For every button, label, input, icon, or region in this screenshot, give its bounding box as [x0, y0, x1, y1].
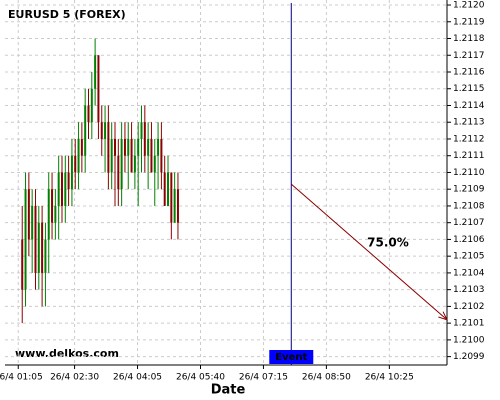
candle-body [107, 122, 110, 173]
y-tick-label: 1.2109 [453, 185, 485, 195]
candle-body [77, 138, 80, 173]
y-tick-label: 1.2113 [453, 118, 485, 128]
candle-body [34, 205, 37, 273]
candle-body [67, 172, 70, 190]
y-tick-label: 1.2104 [453, 268, 485, 278]
candle-body [74, 155, 77, 173]
candle-body [90, 88, 93, 123]
candle-body [133, 155, 136, 173]
candle-body [110, 138, 113, 173]
y-tick-label: 1.2107 [453, 218, 485, 228]
candle-body [176, 189, 179, 223]
y-tick-label: 1.2099 [453, 352, 485, 362]
y-tick-label: 1.2119 [453, 17, 485, 27]
x-tick-label: 26/4 04:05 [113, 373, 162, 383]
candle-body [44, 239, 47, 273]
y-tick-label: 1.2115 [453, 84, 485, 94]
event-label: Event [275, 352, 307, 363]
candle-body [47, 189, 50, 240]
candle-body [163, 172, 166, 206]
candle-body [97, 55, 100, 123]
y-tick-label: 1.2114 [453, 101, 485, 111]
candle-body [137, 138, 140, 156]
candle-body [64, 172, 67, 206]
forecast-label: 75.0% [367, 236, 409, 250]
candle-body [87, 105, 90, 123]
candle-body [117, 155, 120, 190]
candle-body [60, 172, 63, 206]
candle-body [57, 172, 60, 206]
candle-body [54, 205, 57, 223]
y-tick-label: 1.2117 [453, 51, 485, 61]
y-tick-label: 1.2120 [453, 1, 485, 11]
candle-body [120, 138, 123, 190]
candle-body [167, 172, 170, 206]
candle-body [173, 189, 176, 223]
x-tick-label: 26/4 07:15 [239, 373, 288, 383]
candle-body [94, 55, 97, 89]
y-tick-label: 1.2103 [453, 285, 485, 295]
candle-body [123, 138, 126, 156]
candle-body [84, 105, 87, 156]
candle-body [27, 189, 30, 240]
candle-body [31, 205, 34, 240]
x-tick-label: 26/4 10:25 [365, 373, 414, 383]
x-tick-label: 26/4 01:05 [0, 373, 43, 383]
candle-body [80, 138, 83, 156]
candle-body [100, 122, 103, 139]
candle-body [150, 138, 153, 173]
candle-body [130, 138, 133, 173]
watermark: www.delkos.com [15, 347, 119, 360]
candle-body [143, 122, 146, 156]
candle-body [104, 122, 107, 139]
y-tick-label: 1.2116 [453, 67, 485, 77]
y-tick-label: 1.2100 [453, 335, 485, 345]
x-tick-label: 26/4 08:50 [302, 373, 351, 383]
candle-body [160, 138, 163, 173]
x-tick-label: 26/4 02:30 [50, 373, 99, 383]
y-tick-label: 1.2108 [453, 201, 485, 211]
y-tick-label: 1.2105 [453, 252, 485, 262]
candle-body [140, 122, 143, 139]
candle-body [147, 138, 150, 156]
candle-body [41, 222, 44, 273]
y-tick-label: 1.2118 [453, 34, 485, 44]
x-axis-label: Date [211, 383, 246, 398]
candle-body [157, 138, 160, 156]
candle-body [51, 189, 54, 223]
y-tick-label: 1.2106 [453, 235, 485, 245]
event-box [269, 350, 314, 364]
y-tick-label: 1.2110 [453, 168, 485, 178]
x-tick-label: 26/4 05:40 [176, 373, 225, 383]
candle-body [170, 172, 173, 223]
candle-body [127, 138, 130, 156]
arrow-head [438, 311, 448, 321]
y-tick-label: 1.2102 [453, 302, 485, 312]
y-tick-label: 1.2112 [453, 134, 485, 144]
candle-body [70, 155, 73, 190]
candle-body [24, 189, 27, 290]
y-tick-label: 1.2111 [453, 151, 485, 161]
forecast-arrow [290, 183, 448, 321]
y-tick-label: 1.2101 [453, 319, 485, 329]
candle-body [21, 239, 24, 290]
candle-body [153, 155, 156, 173]
candle-body [37, 222, 40, 273]
candle-body [114, 138, 116, 156]
chart-title: EURUSD 5 (FOREX) [8, 8, 126, 21]
